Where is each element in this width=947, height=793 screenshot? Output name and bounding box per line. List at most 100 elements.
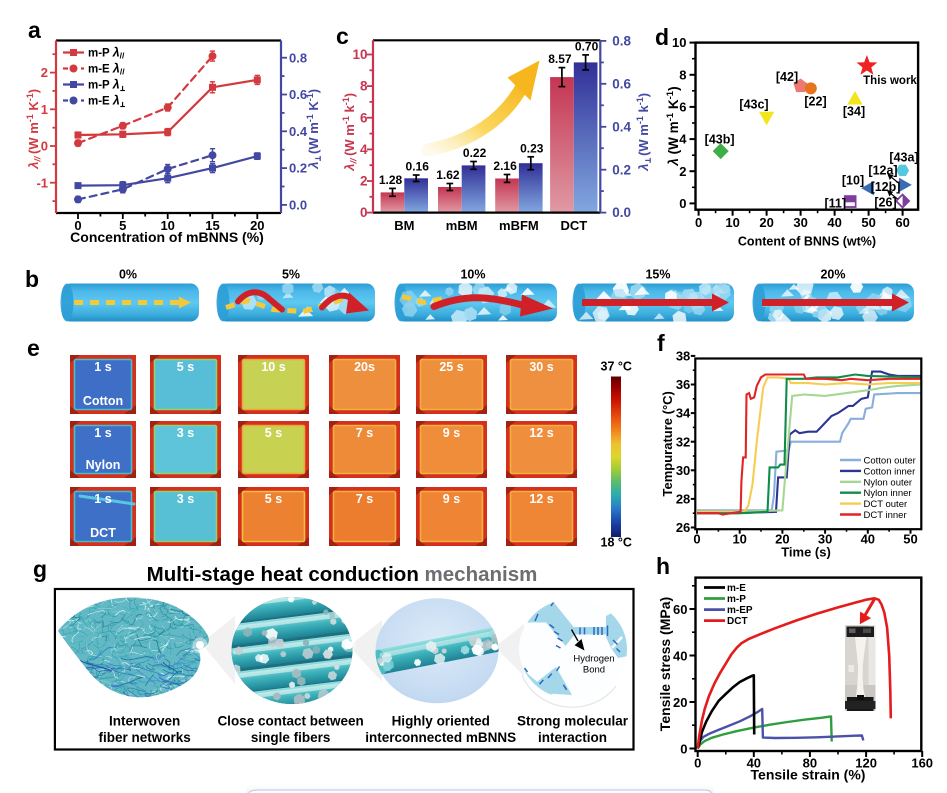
svg-text:28: 28 [676, 492, 690, 507]
svg-text:[12b]: [12b] [871, 180, 901, 194]
svg-text:1.28: 1.28 [379, 173, 403, 187]
svg-text:15: 15 [205, 218, 219, 233]
svg-text:0: 0 [41, 139, 48, 154]
svg-text:DCT inner: DCT inner [864, 510, 907, 521]
svg-text:0: 0 [74, 218, 81, 233]
svg-text:m-EP: m-EP [727, 605, 753, 616]
svg-text:m-P: m-P [727, 594, 746, 605]
svg-text:0: 0 [695, 215, 702, 230]
svg-text:10: 10 [725, 215, 739, 230]
svg-text:50: 50 [903, 532, 917, 547]
svg-text:λ: λ [26, 162, 41, 170]
svg-text:DCT outer: DCT outer [864, 499, 908, 510]
svg-text:50: 50 [861, 215, 875, 230]
svg-text:40: 40 [673, 648, 687, 663]
svg-text:8.57: 8.57 [548, 52, 572, 66]
svg-text:Concentration of mBNNS (%): Concentration of mBNNS (%) [70, 229, 264, 245]
svg-text:30: 30 [793, 215, 807, 230]
svg-text:Content of BNNS (wt%): Content of BNNS (wt%) [738, 235, 876, 249]
svg-text:0.8: 0.8 [612, 34, 631, 49]
svg-text:5 s: 5 s [265, 492, 282, 506]
svg-text:20%: 20% [820, 268, 845, 282]
svg-text:g: g [33, 556, 47, 582]
svg-text:5%: 5% [282, 268, 300, 282]
svg-text:10: 10 [160, 218, 174, 233]
svg-text:10 s: 10 s [261, 360, 285, 374]
svg-text:8: 8 [360, 79, 368, 94]
svg-text://: // [33, 155, 43, 163]
svg-text:40: 40 [861, 532, 875, 547]
svg-text:20: 20 [759, 215, 773, 230]
svg-text:[43b]: [43b] [705, 133, 735, 147]
svg-text:10: 10 [352, 47, 367, 62]
svg-text:0.16: 0.16 [406, 160, 430, 174]
svg-text:18 °C: 18 °C [601, 536, 632, 550]
svg-text:Cotton outer: Cotton outer [864, 456, 916, 467]
svg-text:2: 2 [679, 164, 686, 179]
svg-text:0.4: 0.4 [289, 124, 308, 139]
svg-text:4: 4 [679, 132, 687, 147]
svg-text:Bond: Bond [583, 665, 605, 676]
svg-text:80: 80 [803, 756, 817, 771]
svg-text:Multi-stage heat conduction me: Multi-stage heat conduction mechanism [147, 563, 538, 586]
svg-text:3 s: 3 s [177, 492, 194, 506]
svg-text:(W m-1 K-1): (W m-1 K-1) [305, 89, 321, 154]
svg-text:0.6: 0.6 [612, 76, 631, 91]
svg-text:0.2: 0.2 [289, 161, 307, 176]
svg-text:30: 30 [818, 532, 832, 547]
svg-text:(W m-1 k-1): (W m-1 k-1) [341, 93, 357, 156]
svg-text:1: 1 [41, 102, 48, 117]
svg-text:a: a [28, 17, 41, 43]
svg-text:interconnected mBNNS: interconnected mBNNS [365, 730, 516, 745]
svg-text:0.6: 0.6 [289, 87, 307, 102]
svg-text:0: 0 [693, 532, 700, 547]
svg-text:λ: λ [306, 162, 321, 170]
svg-text:37 °C: 37 °C [601, 360, 632, 374]
svg-text:1 s: 1 s [94, 492, 111, 506]
svg-text:160: 160 [911, 756, 933, 771]
svg-text:Time (s): Time (s) [781, 545, 831, 560]
svg-text:0.70: 0.70 [575, 39, 599, 53]
svg-text:c: c [336, 23, 349, 49]
svg-text:DCT: DCT [560, 218, 587, 233]
svg-text:9 s: 9 s [443, 426, 460, 440]
svg-text:6: 6 [679, 100, 686, 115]
svg-text:m-P λ: m-P λ [88, 78, 120, 92]
svg-text:(W m-1 k-1): (W m-1 k-1) [635, 93, 651, 156]
svg-text:3 s: 3 s [177, 426, 194, 440]
svg-text:1 s: 1 s [94, 426, 111, 440]
svg-text:Strong molecular: Strong molecular [517, 714, 629, 729]
svg-text:Nylon: Nylon [86, 458, 121, 472]
svg-text:mBFM: mBFM [499, 218, 539, 233]
svg-text:DCT: DCT [727, 616, 748, 627]
svg-text:10: 10 [672, 35, 686, 50]
svg-text:b: b [25, 266, 39, 292]
svg-text:fiber networks: fiber networks [98, 730, 190, 745]
svg-text:Close contact between: Close contact between [217, 714, 363, 729]
svg-text:0: 0 [360, 205, 368, 220]
svg-text:5 s: 5 s [177, 360, 194, 374]
svg-text:8: 8 [679, 67, 686, 82]
svg-text:120: 120 [855, 756, 877, 771]
svg-text:Highly oriented: Highly oriented [392, 714, 490, 729]
svg-text:20: 20 [250, 218, 264, 233]
svg-text:Tensile strain (%): Tensile strain (%) [751, 767, 866, 783]
svg-text:Hydrogen: Hydrogen [573, 654, 614, 665]
svg-text:Cotton inner: Cotton inner [864, 466, 916, 477]
svg-text:m-E λ//: m-E λ// [88, 62, 125, 77]
svg-text:[43c]: [43c] [739, 98, 768, 112]
svg-text:λ: λ [636, 163, 651, 171]
svg-text:[42]: [42] [776, 70, 798, 84]
svg-text:DCT: DCT [90, 526, 116, 540]
svg-text:10: 10 [732, 532, 746, 547]
svg-text:12 s: 12 s [529, 492, 553, 506]
svg-text:0.2: 0.2 [612, 162, 631, 177]
svg-text:m-E: m-E [727, 583, 746, 594]
svg-text:[26]: [26] [874, 196, 896, 210]
svg-text:9 s: 9 s [443, 492, 460, 506]
svg-text:20: 20 [673, 695, 687, 710]
svg-text:1.62: 1.62 [436, 168, 460, 182]
svg-text:interaction: interaction [538, 730, 607, 745]
svg-text:60: 60 [895, 215, 909, 230]
svg-text:34: 34 [676, 406, 691, 421]
